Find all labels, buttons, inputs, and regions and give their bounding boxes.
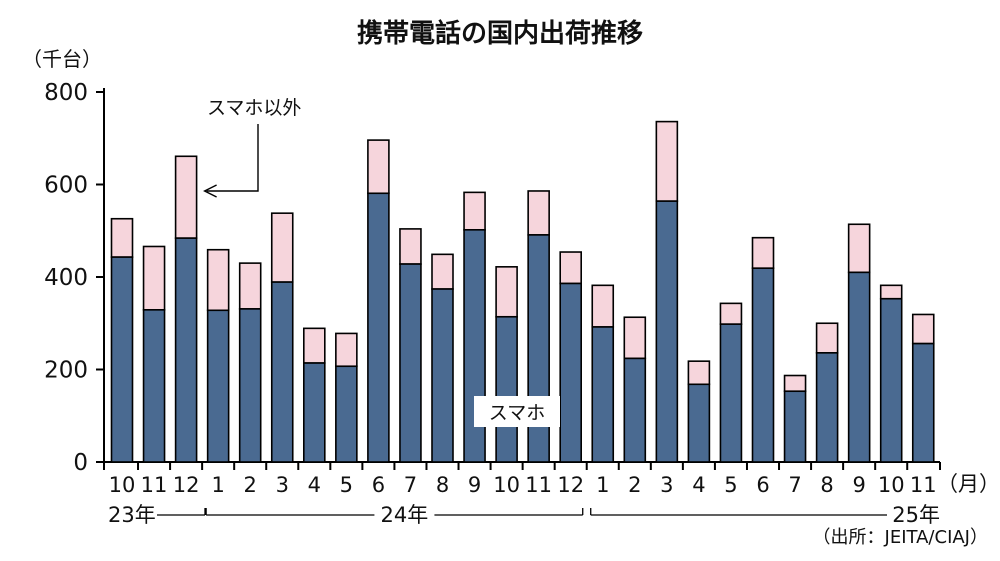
bar-smartphone: [655, 200, 679, 463]
annotation-arrowhead: [203, 184, 217, 198]
bar-non-smartphone: [495, 266, 518, 318]
x-tick-label: 7: [404, 473, 417, 497]
y-tick-label: 800: [44, 80, 88, 106]
x-tick-label: 11: [141, 473, 168, 497]
bar-non-smartphone: [206, 248, 230, 312]
x-tick-label: 2: [628, 473, 641, 497]
bar-smartphone: [591, 326, 615, 463]
bar-non-smartphone: [238, 262, 262, 310]
x-tick-label: 10: [878, 473, 905, 497]
bar-non-smartphone: [367, 139, 390, 195]
x-tick-label: 4: [692, 473, 705, 497]
bar-non-smartphone: [142, 245, 166, 311]
x-tick-label: 6: [756, 473, 769, 497]
bar-non-smartphone: [815, 322, 839, 354]
bar-non-smartphone: [174, 155, 198, 239]
bar-smartphone: [495, 315, 518, 463]
bar-non-smartphone: [623, 316, 647, 360]
year-label: 25年: [892, 503, 940, 527]
year-label: 24年: [381, 503, 429, 527]
bar-smartphone: [270, 281, 294, 463]
bar-smartphone: [238, 308, 262, 463]
bar-smartphone: [783, 390, 807, 463]
x-tick-label: 5: [724, 473, 737, 497]
x-tick-label: 3: [276, 473, 289, 497]
x-tick-label: 6: [372, 473, 385, 497]
bar-smartphone: [559, 282, 583, 463]
bar-non-smartphone: [559, 251, 583, 285]
x-tick-label: 5: [340, 473, 353, 497]
x-tick-label: 10: [493, 473, 520, 497]
bar-smartphone: [815, 352, 839, 463]
bar-smartphone: [206, 309, 230, 463]
bar-non-smartphone: [335, 332, 358, 368]
x-tick-label: 12: [557, 473, 584, 497]
x-tick-label: 9: [852, 473, 865, 497]
annotation-non-smartphone: スマホ以外: [207, 97, 301, 119]
x-tick-label: 1: [211, 473, 224, 497]
bar-smartphone: [719, 323, 743, 463]
year-label: 23年: [108, 503, 156, 527]
bar-non-smartphone: [463, 191, 486, 231]
x-tick-label: 10: [109, 473, 136, 497]
bar-non-smartphone: [527, 190, 550, 236]
x-tick-label: 11: [525, 473, 552, 497]
bar-non-smartphone: [591, 284, 615, 328]
x-tick-label: 1: [596, 473, 609, 497]
y-tick-label: 0: [73, 450, 88, 476]
chart-title: 携帯電話の国内出荷推移: [357, 18, 643, 49]
bar-non-smartphone: [431, 253, 454, 290]
bar-smartphone: [367, 192, 390, 463]
bar-non-smartphone: [783, 374, 807, 393]
bars-layer: [110, 120, 935, 463]
bar-non-smartphone: [110, 217, 134, 258]
bar-non-smartphone: [879, 284, 903, 300]
x-tick-label: 4: [308, 473, 321, 497]
bar-non-smartphone: [847, 223, 871, 274]
bar-smartphone: [687, 383, 711, 463]
bar-non-smartphone: [655, 120, 679, 202]
bar-smartphone: [335, 365, 358, 463]
bar-smartphone: [879, 297, 903, 463]
bar-smartphone: [142, 309, 166, 463]
y-axis-unit: （千台）: [22, 47, 102, 71]
bar-smartphone: [527, 234, 550, 463]
bar-smartphone: [623, 357, 647, 463]
source-note: （出所：JEITA/CIAJ）: [813, 527, 988, 548]
x-tick-label: 7: [788, 473, 801, 497]
bar-non-smartphone: [270, 212, 294, 283]
x-tick-label: 3: [660, 473, 673, 497]
bar-non-smartphone: [751, 236, 775, 270]
x-axis-unit: （月）: [937, 472, 1000, 496]
x-tick-label: 8: [436, 473, 449, 497]
x-tick-label: 9: [468, 473, 481, 497]
bar-non-smartphone: [399, 228, 422, 265]
bar-non-smartphone: [719, 302, 743, 325]
y-tick-label: 600: [44, 173, 88, 199]
annotation-smartphone: スマホ: [489, 402, 545, 424]
x-tick-label: 8: [820, 473, 833, 497]
x-tick-label: 12: [173, 473, 200, 497]
x-tick-label: 2: [244, 473, 257, 497]
bar-smartphone: [174, 237, 198, 463]
bar-non-smartphone: [302, 327, 326, 364]
y-tick-label: 400: [44, 265, 88, 291]
bar-smartphone: [911, 342, 935, 463]
bar-smartphone: [302, 362, 326, 463]
bar-smartphone: [751, 267, 775, 463]
bar-smartphone: [399, 263, 422, 463]
bar-non-smartphone: [687, 360, 711, 386]
x-tick-label: 11: [910, 473, 937, 497]
bar-smartphone: [463, 229, 486, 463]
annotation-arrow-line: [206, 124, 259, 192]
y-tick-label: 200: [44, 358, 88, 384]
bar-smartphone: [110, 256, 134, 463]
bar-non-smartphone: [911, 313, 935, 345]
bar-smartphone: [431, 288, 454, 463]
bar-smartphone: [847, 271, 871, 463]
annotation-box-smartphone: [474, 396, 560, 427]
